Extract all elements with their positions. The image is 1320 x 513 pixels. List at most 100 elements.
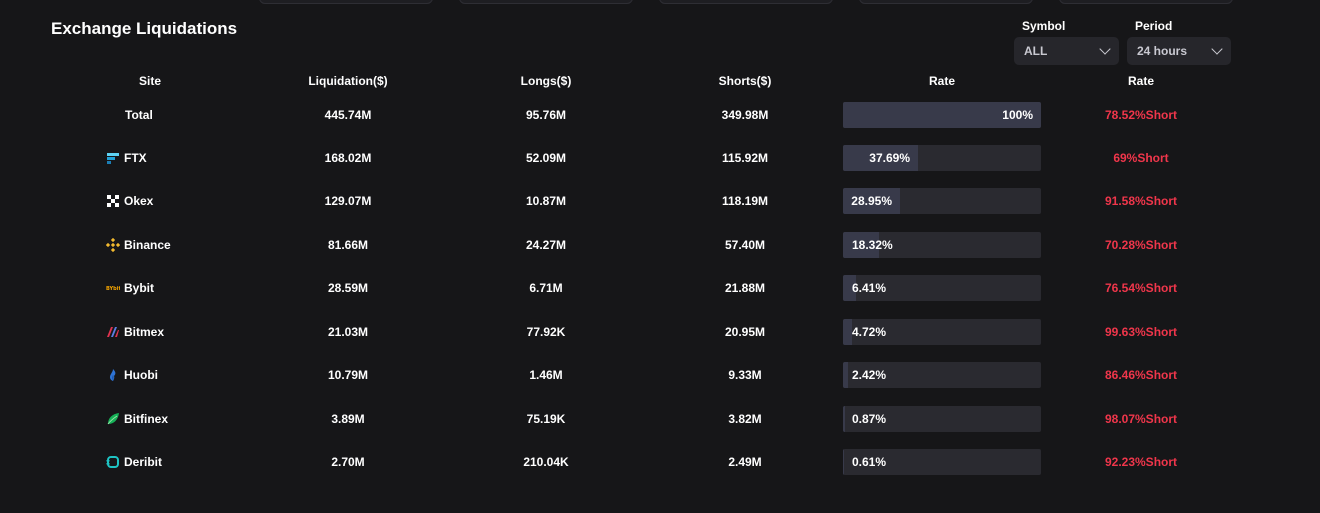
site-name: Bitmex	[124, 325, 165, 339]
col-header-site: Site	[138, 74, 162, 88]
table-row[interactable]: Deribit 2.70M 210.04K 2.49M 0.61% 92.23%Short	[0, 447, 1320, 477]
site-name: FTX	[124, 151, 147, 165]
shorts-cell: 9.33M	[728, 368, 762, 382]
short-rate-cell: 98.07%Short	[1104, 412, 1178, 426]
rate-bar-fill	[843, 145, 918, 171]
symbol-select[interactable]: ALL	[1014, 37, 1119, 65]
rate-bar: 0.61%	[843, 449, 1041, 475]
rate-bar-label: 4.72%	[852, 325, 887, 339]
shorts-cell: 118.19M	[721, 194, 769, 208]
chevron-down-icon	[1099, 43, 1111, 55]
rate-bar-fill	[843, 188, 900, 214]
rate-bar-fill	[843, 362, 848, 388]
site-name: Huobi	[124, 368, 158, 382]
col-header-side-rate: Rate	[1127, 74, 1155, 88]
site-name: Binance	[124, 238, 171, 252]
site-name: Bitfinex	[124, 412, 169, 426]
longs-cell: 210.04K	[523, 455, 569, 469]
top-tab-5[interactable]	[1059, 0, 1233, 4]
site-name: Okex	[124, 194, 154, 208]
table-row[interactable]: Bitmex 21.03M 77.92K 20.95M 4.72% 99.63%Short	[0, 317, 1320, 347]
rate-bar: 0.87%	[843, 406, 1041, 432]
rate-bar-fill	[843, 449, 844, 475]
liquidation-cell: 129.07M	[324, 194, 372, 208]
short-rate-cell: 76.54%Short	[1104, 281, 1178, 295]
shorts-cell: 2.49M	[728, 455, 762, 469]
rate-bar: 2.42%	[843, 362, 1041, 388]
period-label: Period	[1135, 19, 1173, 33]
top-tab-1[interactable]	[259, 0, 433, 4]
deribit-logo-icon	[106, 455, 120, 469]
period-select[interactable]: 24 hours	[1127, 37, 1231, 65]
site-cell: Binance	[106, 238, 171, 252]
liquidation-cell: 10.79M	[327, 368, 369, 382]
bitmex-logo-icon	[106, 325, 120, 339]
top-tab-2[interactable]	[459, 0, 633, 4]
rate-bar: 4.72%	[843, 319, 1041, 345]
huobi-logo-icon	[106, 368, 120, 382]
rate-bar: 28.95%	[843, 188, 1041, 214]
table-row[interactable]: FTX 168.02M 52.09M 115.92M 37.69% 69%Short	[0, 143, 1320, 173]
rate-bar: 18.32%	[843, 232, 1041, 258]
rate-bar-fill	[843, 275, 856, 301]
table-row[interactable]: Total 445.74M 95.76M 349.98M 100% 78.52%Short	[0, 100, 1320, 130]
longs-cell: 95.76M	[525, 108, 567, 122]
site-name: Total	[125, 108, 153, 122]
col-header-rate: Rate	[928, 74, 956, 88]
site-cell: BYbit Bybit	[106, 281, 154, 295]
bitfinex-logo-icon	[106, 412, 120, 426]
binance-logo-icon	[106, 238, 120, 252]
longs-cell: 52.09M	[525, 151, 567, 165]
short-rate-cell: 91.58%Short	[1104, 194, 1178, 208]
liquidation-cell: 21.03M	[327, 325, 369, 339]
rate-bar-fill	[843, 102, 1041, 128]
chevron-down-icon	[1211, 43, 1223, 55]
rate-bar-fill	[843, 406, 845, 432]
site-cell: Bitfinex	[106, 412, 168, 426]
short-rate-cell: 69%Short	[1113, 151, 1169, 165]
top-tab-4[interactable]	[859, 0, 1033, 4]
short-rate-cell: 99.63%Short	[1104, 325, 1178, 339]
site-name: Deribit	[124, 455, 163, 469]
col-header-shorts: Shorts($)	[718, 74, 772, 88]
site-cell: Deribit	[106, 455, 162, 469]
rate-bar-label: 18.32%	[852, 238, 893, 252]
liquidation-cell: 81.66M	[327, 238, 369, 252]
bybit-logo-icon: BYbit	[106, 281, 120, 295]
table-row[interactable]: Huobi 10.79M 1.46M 9.33M 2.42% 86.46%Short	[0, 360, 1320, 390]
symbol-label: Symbol	[1022, 19, 1066, 33]
liquidation-cell: 2.70M	[331, 455, 365, 469]
short-rate-cell: 86.46%Short	[1104, 368, 1178, 382]
top-tab-3[interactable]	[659, 0, 833, 4]
table-row[interactable]: Okex 129.07M 10.87M 118.19M 28.95% 91.58%Shor…	[0, 186, 1320, 216]
liquidation-cell: 3.89M	[331, 412, 365, 426]
svg-text:BYbit: BYbit	[106, 286, 120, 292]
shorts-cell: 3.82M	[728, 412, 762, 426]
rate-bar-label: 0.87%	[852, 412, 887, 426]
rate-bar-fill	[843, 232, 879, 258]
longs-cell: 77.92K	[526, 325, 566, 339]
table-row[interactable]: Binance 81.66M 24.27M 57.40M 18.32% 70.28%Sho…	[0, 230, 1320, 260]
shorts-cell: 21.88M	[724, 281, 766, 295]
rate-bar: 37.69%	[843, 145, 1041, 171]
rate-bar-label: 28.95%	[851, 194, 892, 208]
short-rate-cell: 92.23%Short	[1104, 455, 1178, 469]
symbol-select-value: ALL	[1024, 44, 1048, 58]
rate-bar-label: 37.69%	[869, 151, 910, 165]
site-name: Bybit	[124, 281, 154, 295]
okex-logo-icon	[106, 194, 120, 208]
longs-cell: 1.46M	[529, 368, 563, 382]
short-rate-cell: 70.28%Short	[1104, 238, 1178, 252]
rate-bar-label: 2.42%	[852, 368, 887, 382]
rate-bar-label: 100%	[1002, 108, 1033, 122]
shorts-cell: 115.92M	[721, 151, 769, 165]
rate-bar-label: 0.61%	[852, 455, 887, 469]
table-row[interactable]: BYbit Bybit 28.59M 6.71M 21.88M 6.41% 76.54%Sh…	[0, 273, 1320, 303]
rate-bar-fill	[843, 319, 852, 345]
longs-cell: 75.19K	[526, 412, 566, 426]
table-row[interactable]: Bitfinex 3.89M 75.19K 3.82M 0.87% 98.07%Short	[0, 404, 1320, 434]
shorts-cell: 20.95M	[724, 325, 766, 339]
short-rate-cell: 78.52%Short	[1104, 108, 1178, 122]
longs-cell: 6.71M	[529, 281, 563, 295]
site-cell: Total	[125, 108, 153, 122]
